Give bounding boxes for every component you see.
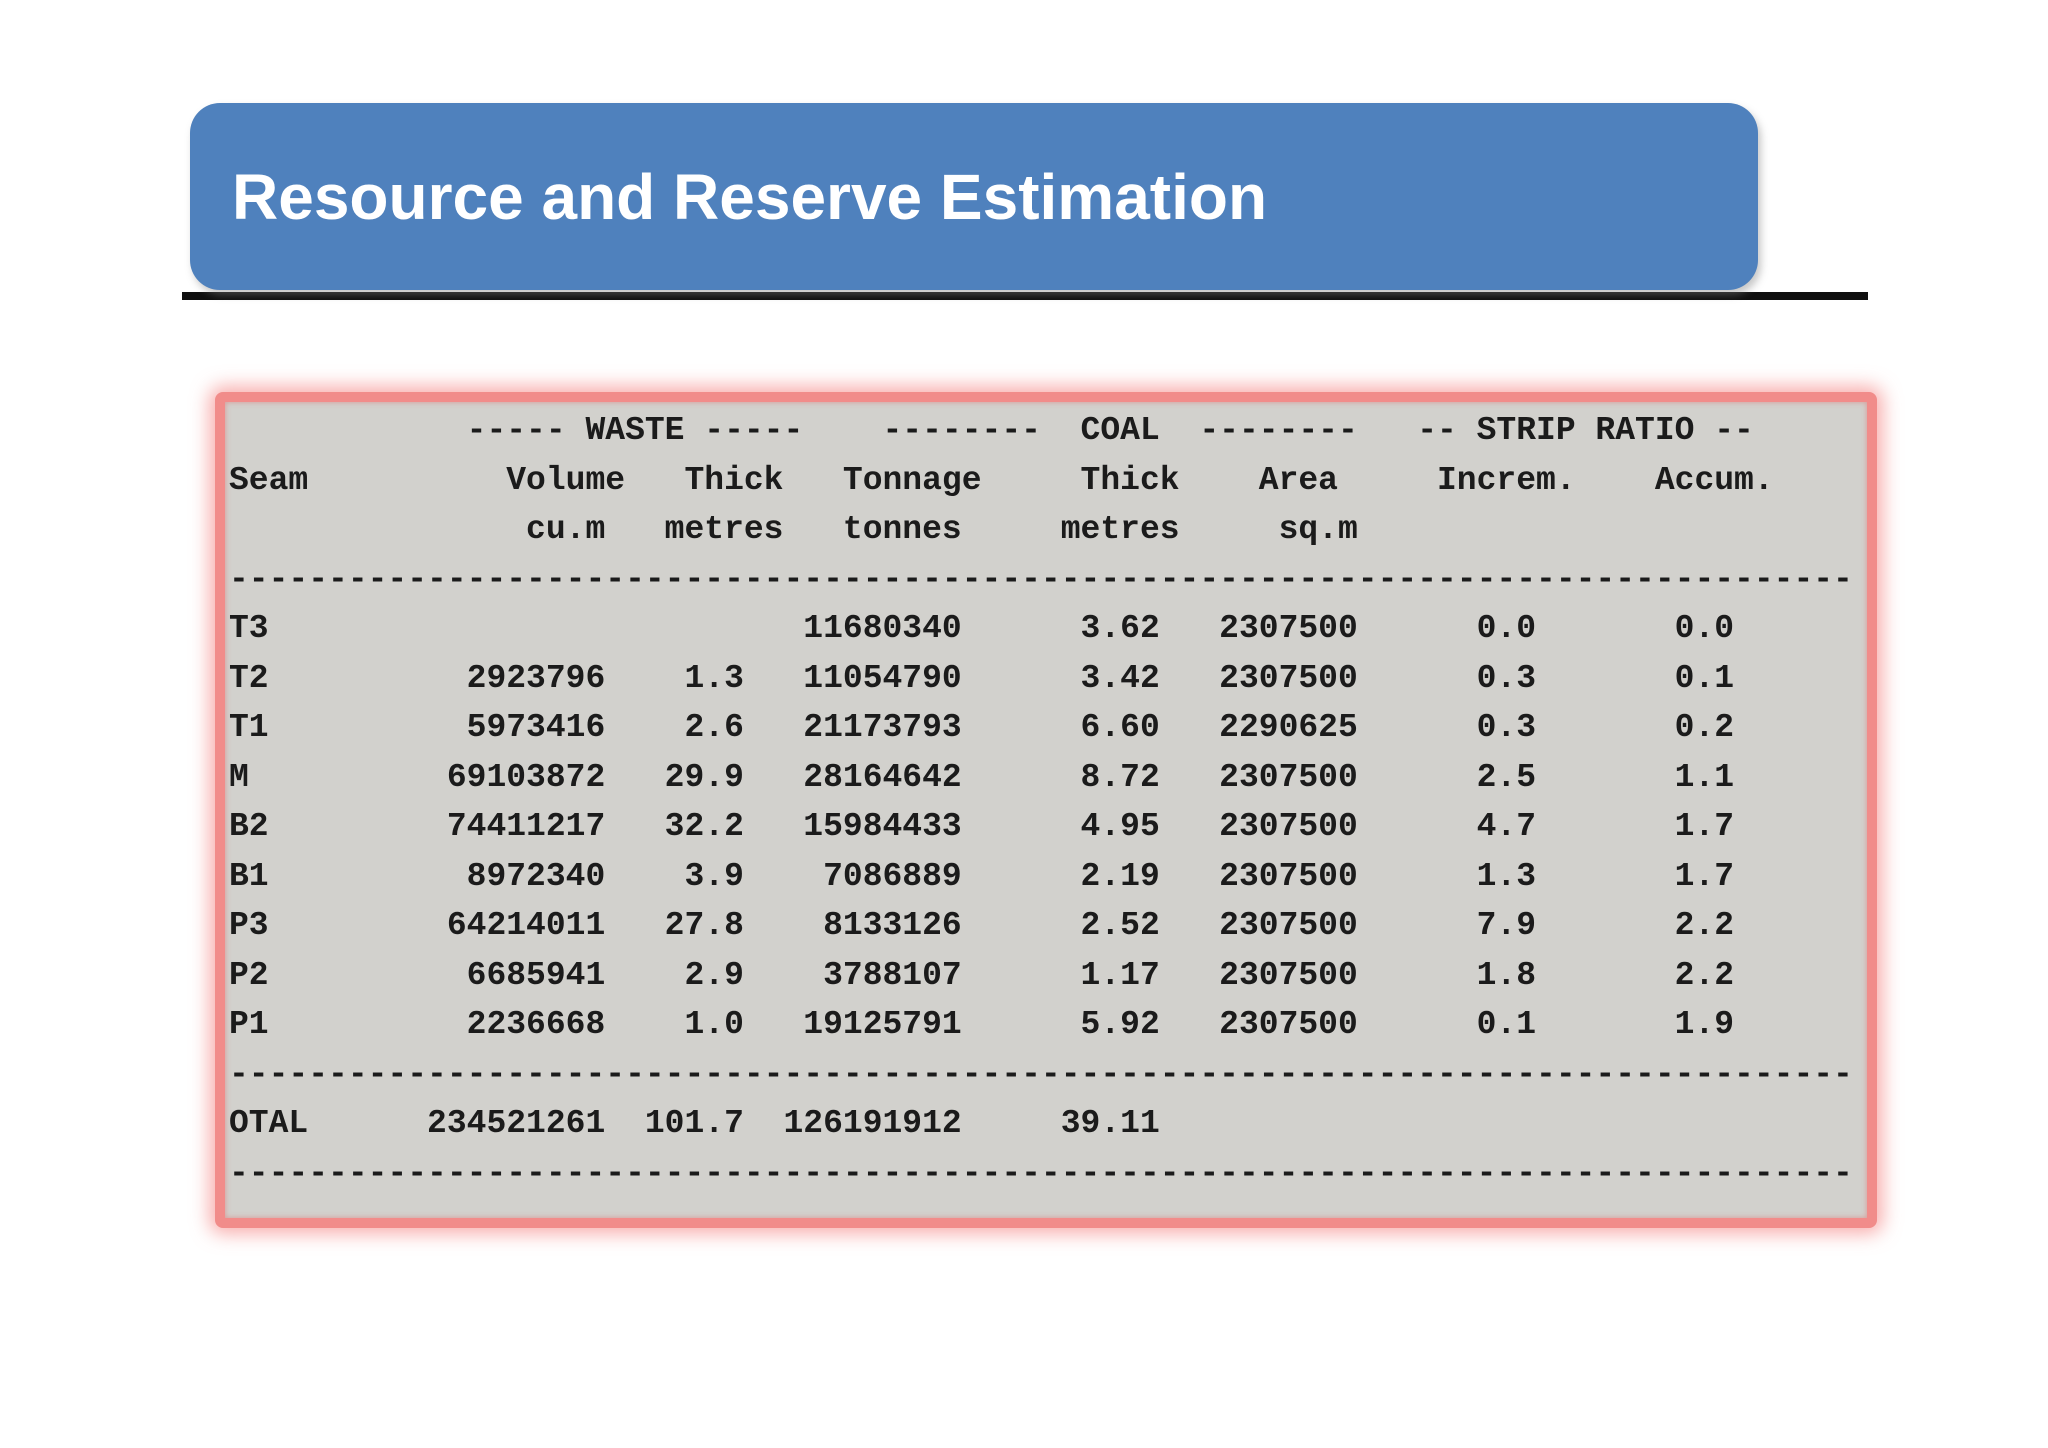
slide-title-box: Resource and Reserve Estimation <box>190 103 1758 290</box>
report-text: ----- WASTE ----- -------- COAL --------… <box>229 412 1853 1192</box>
title-underline <box>182 292 1868 300</box>
slide-title: Resource and Reserve Estimation <box>232 160 1268 233</box>
report-panel: ----- WASTE ----- -------- COAL --------… <box>215 392 1877 1228</box>
